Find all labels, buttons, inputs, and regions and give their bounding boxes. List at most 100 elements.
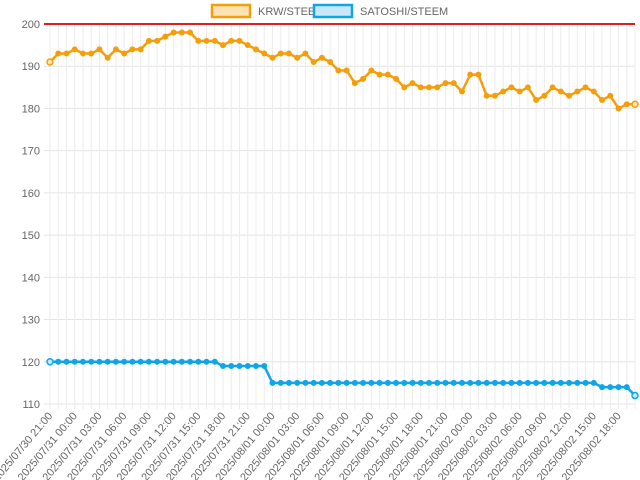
series-1-point (88, 358, 95, 365)
series-1-point (137, 358, 144, 365)
series-0-point (409, 80, 416, 87)
series-1-point (252, 363, 259, 369)
series-0-point (491, 92, 498, 99)
y-tick-label: 110 (22, 399, 40, 411)
series-1-point (220, 363, 227, 369)
y-tick-label: 130 (22, 315, 40, 327)
series-0-point (318, 54, 325, 61)
series-0-point (154, 37, 161, 44)
series-1-point (368, 379, 375, 386)
series-0-point (623, 101, 630, 108)
legend-swatch-1 (312, 3, 354, 19)
series-1-point (434, 379, 441, 386)
series-0-point (615, 105, 622, 112)
series-0-point (426, 84, 433, 91)
series-0-point (170, 29, 177, 36)
y-tick-label: 160 (22, 188, 40, 200)
series-1-point (285, 379, 292, 386)
series-0-point (252, 46, 259, 53)
series-1-point (607, 384, 614, 391)
series-1-point (79, 358, 86, 365)
series-1-point (277, 379, 284, 386)
series-0-point (524, 84, 531, 91)
series-1-point (236, 363, 243, 369)
series-1-point (590, 379, 597, 386)
series-0-point (574, 88, 581, 95)
series-0-point (351, 80, 358, 87)
series-0-point (112, 46, 119, 53)
series-1-point (401, 379, 408, 386)
series-1-point (71, 358, 78, 365)
series-0-point (162, 33, 169, 40)
series-0-point (302, 50, 309, 57)
series-0-point (516, 88, 523, 95)
series-1-point (63, 358, 70, 365)
series-0-point (137, 46, 144, 53)
series-0-point (599, 97, 606, 103)
series-1-point (557, 379, 564, 386)
series-0-point (557, 88, 564, 95)
series-1-point (343, 379, 350, 386)
series-1-point (203, 358, 210, 365)
series-0-point (549, 84, 556, 91)
series-0-point (393, 75, 400, 82)
series-1-point (508, 379, 515, 386)
series-0-point (376, 71, 383, 78)
series-0-point (533, 97, 540, 103)
series-1-point (623, 384, 630, 391)
y-tick-label: 200 (22, 19, 40, 31)
series-0-point (88, 50, 95, 57)
series-1-point (104, 358, 111, 365)
series-1-point (467, 379, 474, 386)
y-tick-label: 140 (22, 272, 40, 284)
series-1-point (327, 379, 334, 386)
series-0-point (129, 46, 136, 53)
series-0-point (343, 67, 350, 74)
series-line-1 (50, 360, 636, 397)
series-0-point (203, 37, 210, 44)
series-0-point (244, 42, 251, 49)
series-0-end-point (46, 58, 54, 66)
series-0-point (121, 50, 128, 57)
series-1-point (533, 379, 540, 386)
series-0-point (55, 50, 62, 57)
series-1-point (55, 358, 62, 365)
series-0-point (566, 92, 573, 99)
series-1-point (302, 379, 309, 386)
series-1-point (145, 358, 152, 365)
series-0-point (236, 37, 243, 44)
series-0-point (96, 46, 103, 53)
series-1-point (294, 379, 301, 386)
series-1-point (376, 379, 383, 386)
series-1-point (154, 358, 161, 365)
series-0-point (145, 37, 152, 44)
series-1-point (211, 358, 218, 365)
series-0-point (63, 50, 70, 57)
series-0-point (195, 37, 202, 44)
series-1-point (244, 363, 251, 369)
series-1-point (393, 379, 400, 386)
series-1-point (574, 379, 581, 386)
series-1-point (261, 363, 268, 369)
series-0-point (178, 29, 185, 36)
y-tick-label: 170 (22, 146, 40, 158)
legend-label-1: SATOSHI/STEEM (360, 6, 448, 18)
series-0-point (475, 71, 482, 78)
series-0-point (277, 50, 284, 57)
series-0-point (434, 84, 441, 91)
series-0-point (590, 88, 597, 95)
series-1-point (187, 358, 194, 365)
series-0-point (310, 59, 317, 65)
series-1-point (524, 379, 531, 386)
series-1-point (516, 379, 523, 386)
series-0-point (442, 80, 449, 87)
series-0-point (269, 54, 276, 61)
series-0-point (508, 84, 515, 91)
series-0-point (211, 37, 218, 44)
series-0-point (467, 71, 474, 78)
series-1-point (549, 379, 556, 386)
series-1-point (335, 379, 342, 386)
series-0-point (401, 84, 408, 91)
series-1-point (228, 363, 235, 369)
